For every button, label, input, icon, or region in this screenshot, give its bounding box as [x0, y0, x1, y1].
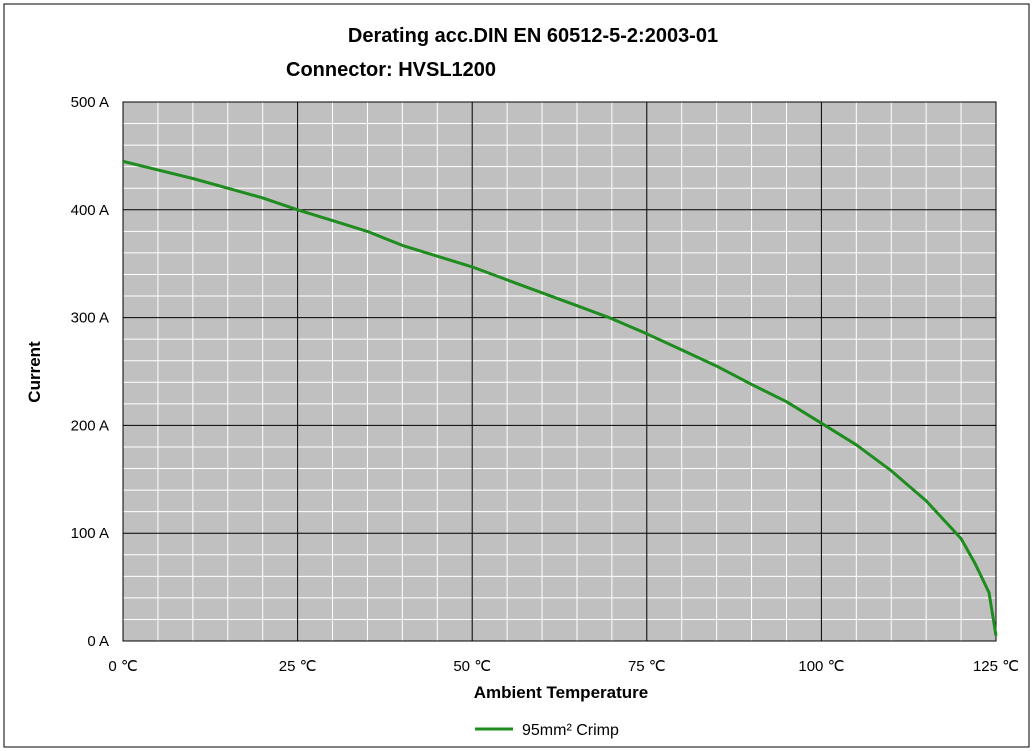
- x-axis-ticks: 0 ℃ 25 ℃ 50 ℃ 75 ℃ 100 ℃ 125 ℃: [108, 658, 1019, 675]
- legend: 95mm² Crimp: [475, 722, 619, 739]
- x-axis-label: Ambient Temperature: [474, 683, 648, 702]
- y-axis-ticks: 0 A 100 A 200 A 300 A 400 A 500 A: [71, 94, 109, 650]
- y-tick-label: 100 A: [71, 525, 109, 542]
- y-tick-label: 400 A: [71, 202, 109, 219]
- minor-grid: [123, 102, 996, 641]
- plot-background: [123, 102, 996, 641]
- plot-border: [122, 101, 997, 642]
- x-tick-label: 75 ℃: [628, 658, 666, 675]
- plot-area: [122, 101, 998, 642]
- legend-label: 95mm² Crimp: [522, 722, 619, 739]
- y-tick-label: 0 A: [87, 633, 109, 650]
- x-tick-label: 25 ℃: [279, 658, 317, 675]
- x-tick-label: 50 ℃: [453, 658, 491, 675]
- x-tick-label: 125 ℃: [973, 658, 1019, 675]
- y-tick-label: 300 A: [71, 310, 109, 327]
- y-tick-label: 500 A: [71, 94, 109, 111]
- chart-title: Derating acc.DIN EN 60512-5-2:2003-01: [348, 25, 718, 47]
- y-tick-label: 200 A: [71, 417, 109, 434]
- major-grid: [123, 102, 996, 641]
- x-tick-label: 100 ℃: [798, 658, 844, 675]
- chart-subtitle: Connector: HVSL1200: [286, 59, 496, 81]
- x-tick-label: 0 ℃: [108, 658, 137, 675]
- series-line-95mm-crimp: [122, 159, 998, 636]
- y-axis-label: Current: [25, 341, 44, 403]
